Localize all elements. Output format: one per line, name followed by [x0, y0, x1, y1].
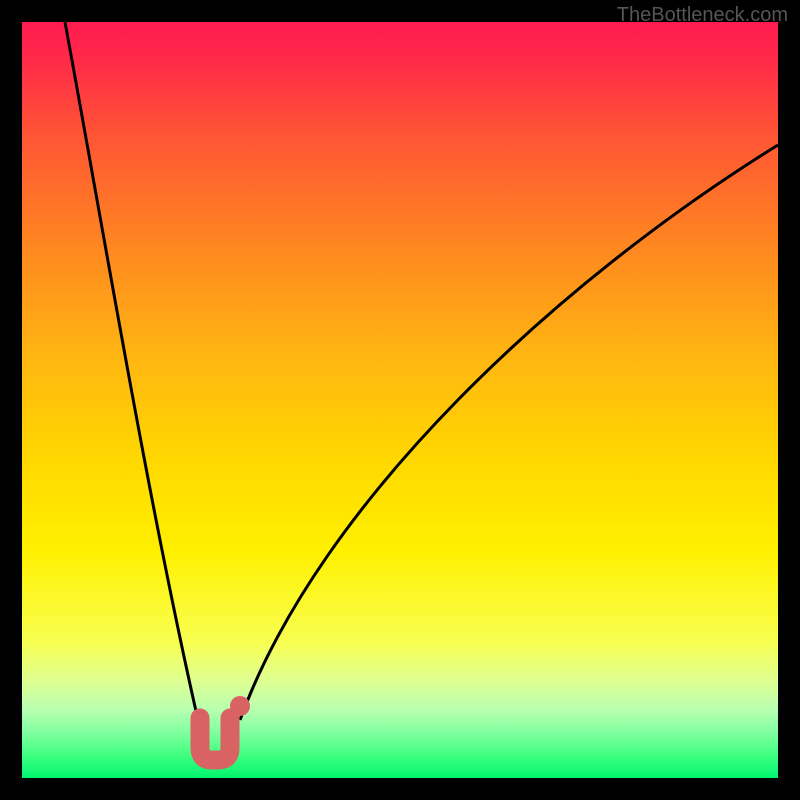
chart-container: TheBottleneck.com: [0, 0, 800, 800]
gradient-plot-area: [22, 22, 778, 778]
valley-dot-marker: [230, 696, 250, 716]
watermark-text: TheBottleneck.com: [617, 4, 788, 27]
bottleneck-chart: [0, 0, 800, 800]
